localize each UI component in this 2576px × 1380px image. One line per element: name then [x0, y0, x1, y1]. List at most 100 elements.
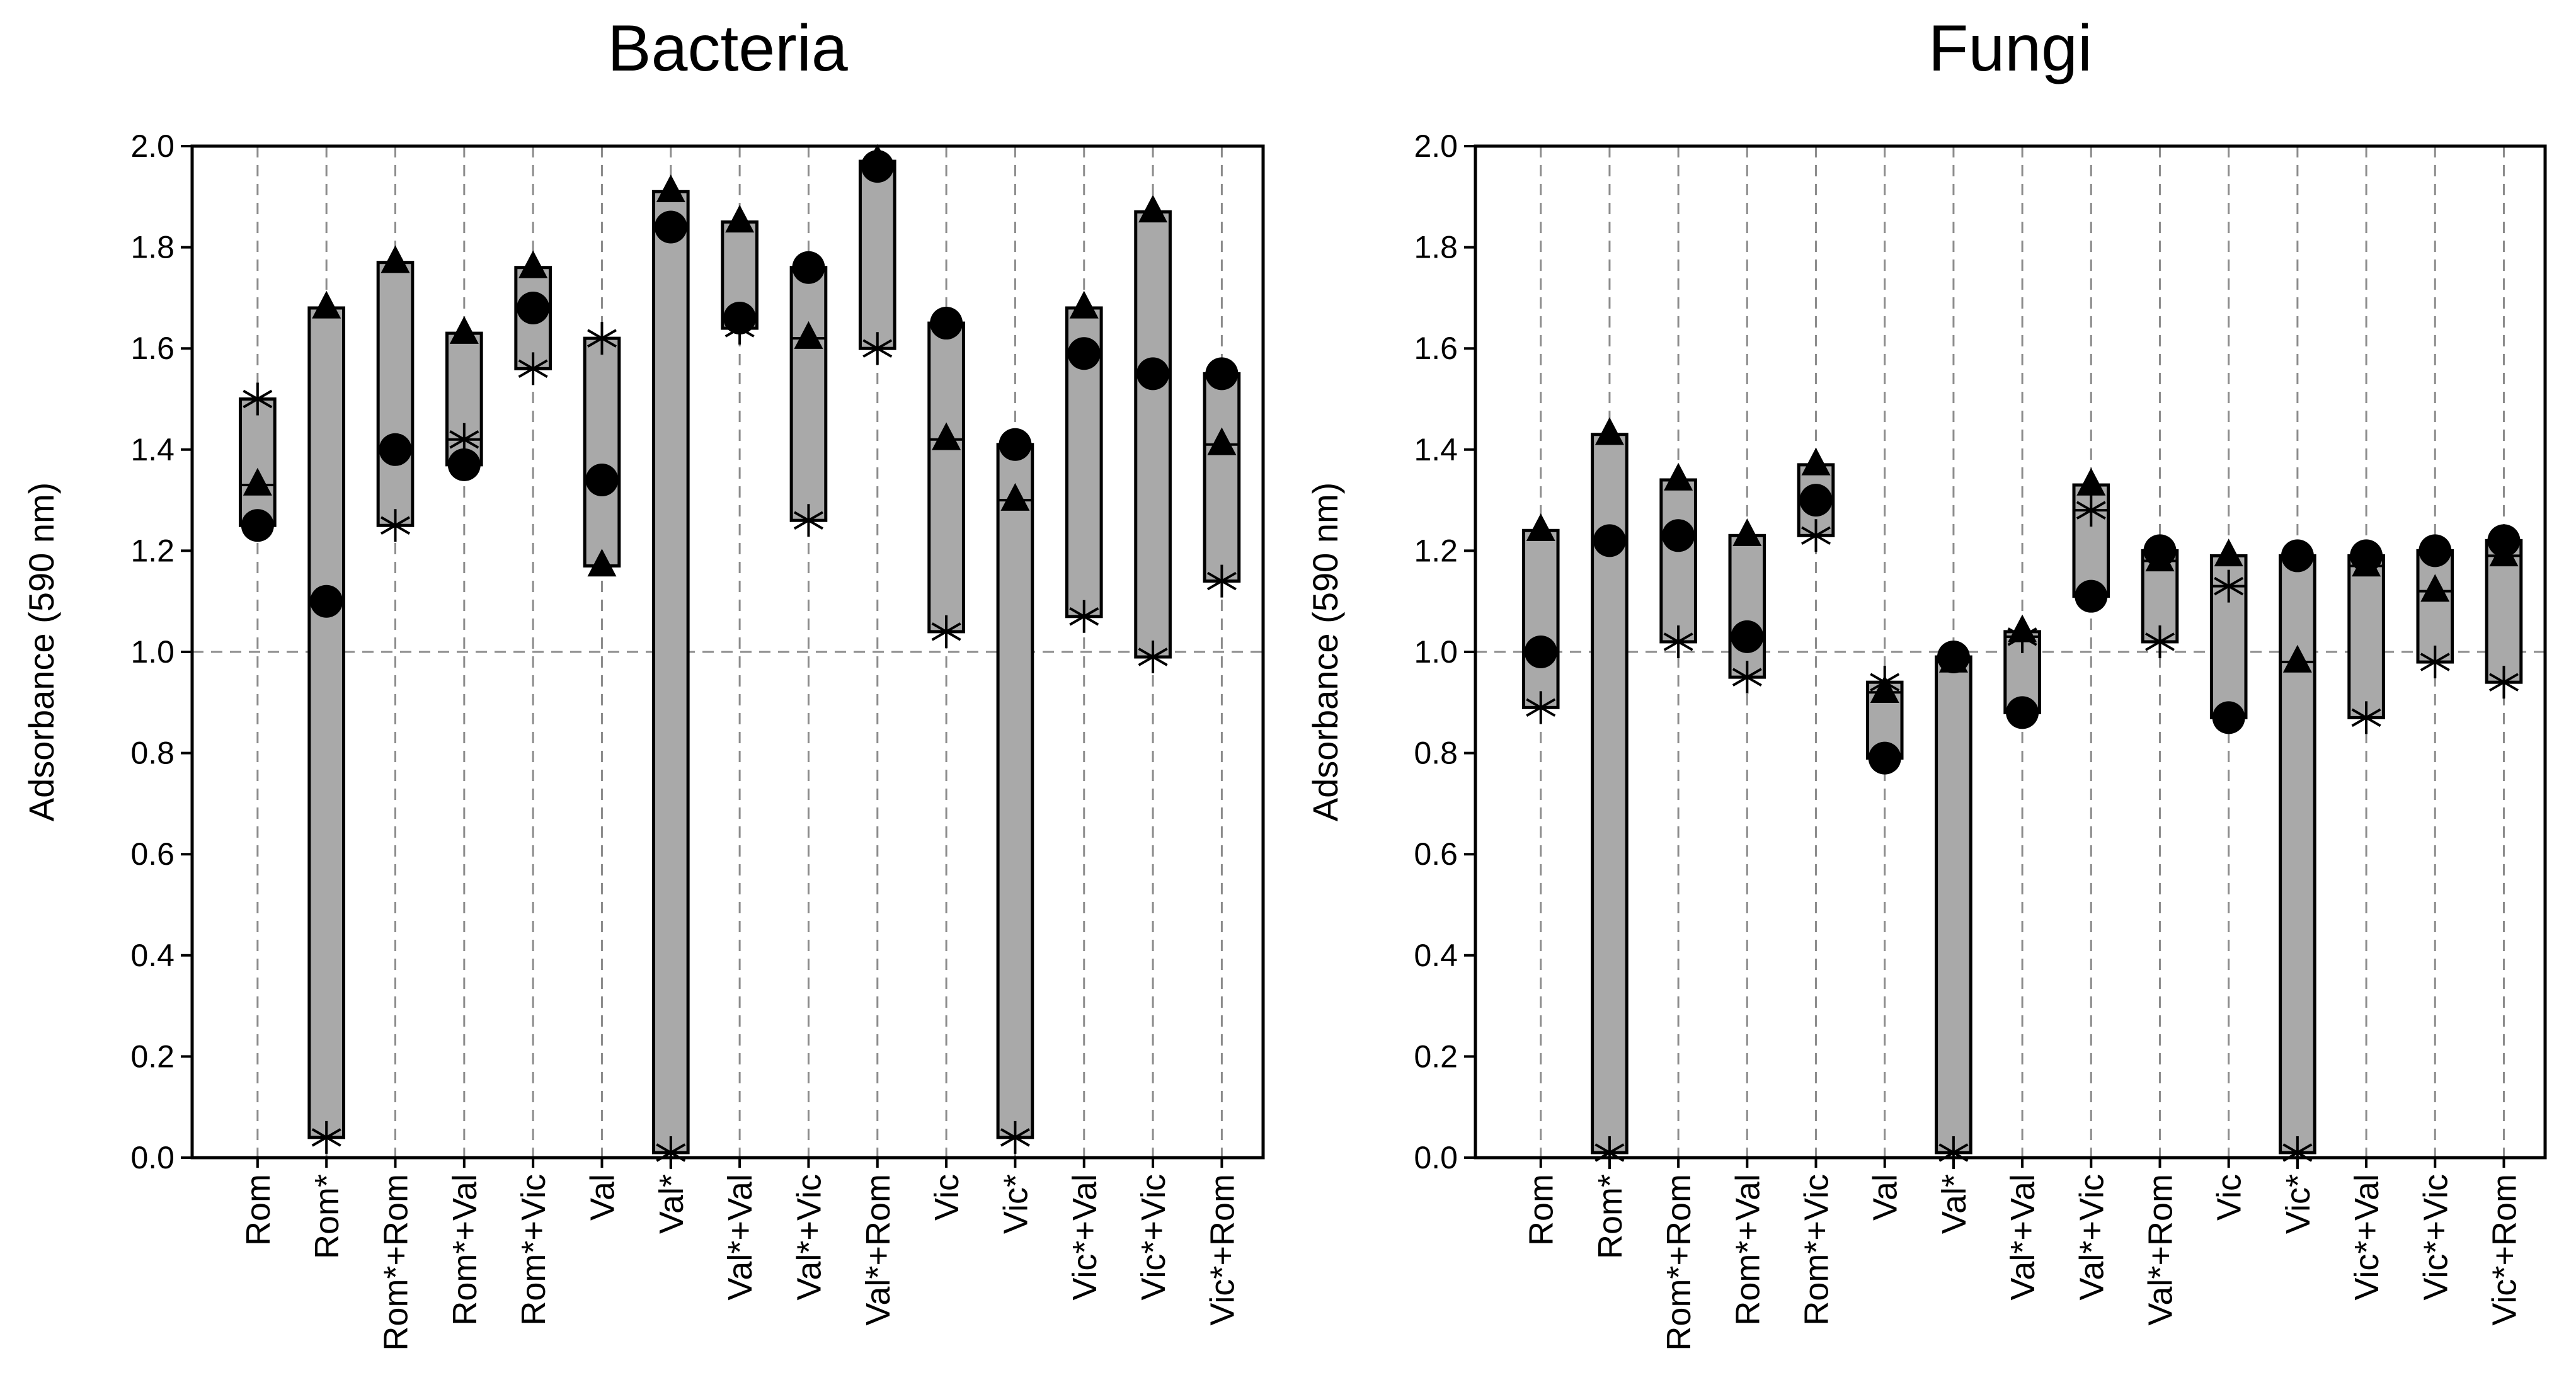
x-tick-label: Val*+Vic: [2073, 1174, 2110, 1301]
bacteria-panel: Bacteria Adsorbance (590 nm) 0.0 0.2 0.4 0.6 0…: [21, 12, 1265, 1351]
asterisk-stroke: [1526, 698, 1556, 717]
asterisk-marker: [2007, 620, 2037, 653]
asterisk-stroke: [1069, 607, 1099, 626]
asterisk-marker: [1870, 666, 1900, 699]
range-bar: [1134, 210, 1172, 659]
asterisk-stroke: [380, 516, 411, 535]
chart-title: Fungi: [1928, 12, 2092, 85]
circle-marker: [2419, 534, 2452, 567]
triangle-marker: [1801, 447, 1831, 476]
range-bar: [1203, 372, 1241, 583]
circle-marker: [1136, 357, 1170, 391]
asterisk-marker: [1069, 600, 1099, 633]
circle-marker: [654, 210, 687, 244]
triangle-marker: [862, 144, 892, 172]
y-tick-label: 1.2: [130, 533, 175, 568]
asterisk-marker: [2488, 666, 2519, 699]
circle-marker: [2075, 579, 2108, 613]
x-tick-label: Val*+Rom: [859, 1174, 897, 1326]
asterisk-marker: [931, 615, 961, 648]
asterisk-stroke: [311, 1128, 341, 1147]
y-tick-label: 1.8: [130, 230, 175, 265]
y-tick-label: 1.4: [1414, 432, 1458, 467]
x-tick-label: Val*+Vic: [790, 1174, 828, 1301]
range-bar: [1521, 528, 1560, 709]
asterisk-marker: [2214, 569, 2244, 603]
asterisk-marker: [1000, 1121, 1030, 1154]
asterisk-marker: [1663, 625, 1693, 658]
range-bar: [996, 443, 1034, 1139]
asterisk-marker: [2420, 646, 2450, 679]
range-bar: [583, 336, 621, 567]
triangle-marker: [2282, 644, 2312, 673]
y-tick-label: 1.6: [130, 331, 175, 366]
x-tick-label: Rom: [1523, 1174, 1560, 1246]
triangle-marker: [381, 245, 410, 273]
x-tick-label: Rom*+Rom: [1660, 1174, 1698, 1351]
circle-marker: [2006, 696, 2039, 729]
x-tick-label: Vic*+Val: [1066, 1174, 1104, 1301]
triangle-marker: [2214, 539, 2243, 567]
x-tick-label: Vic: [928, 1174, 966, 1221]
triangle-marker: [1207, 427, 1237, 455]
range-bar: [2416, 549, 2454, 664]
fungi-panel: Fungi Adsorbance (590 nm) 0.0 0.2 0.4 0.6 0.8 1…: [1305, 12, 2547, 1351]
asterisk-marker: [724, 312, 755, 345]
triangle-marker: [794, 321, 823, 349]
range-bar: [789, 266, 828, 522]
range-bar: [2347, 554, 2385, 719]
circle-marker: [1524, 636, 1557, 668]
asterisk-stroke: [2214, 576, 2244, 596]
x-tick-label: Val*: [1935, 1174, 1973, 1234]
asterisk-stroke: [1870, 673, 1900, 692]
asterisk-stroke: [1138, 647, 1168, 666]
asterisk-marker: [1206, 564, 1237, 598]
triangle-marker: [587, 549, 617, 577]
x-tick-label: Vic*+Rom: [2485, 1174, 2523, 1326]
triangle-marker: [2489, 539, 2519, 567]
y-axis-label: Adsorbance (590 nm): [21, 482, 61, 822]
circle-marker: [2212, 701, 2245, 734]
x-tick-label: Val*+Rom: [2142, 1174, 2180, 1326]
triangle-marker: [518, 250, 548, 278]
x-tick-label: Rom*+Vic: [515, 1174, 552, 1326]
circle-marker: [1799, 484, 1833, 517]
asterisk-marker: [243, 382, 273, 416]
circle-marker: [1593, 524, 1626, 557]
asterisk-marker: [1526, 691, 1556, 724]
y-axis-label: Adsorbance (590 nm): [1305, 482, 1345, 822]
asterisk-stroke: [2488, 673, 2519, 692]
circle-marker: [792, 251, 825, 284]
range-bar: [858, 159, 896, 350]
circle-marker: [1662, 519, 1695, 552]
plot-frame: [1474, 144, 2547, 1160]
x-tick-label: Vic*+Val: [2348, 1174, 2386, 1301]
range-bar: [307, 306, 346, 1139]
asterisk-stroke: [243, 389, 273, 409]
asterisk-stroke: [1801, 526, 1831, 545]
x-tick-label: Val: [1867, 1174, 1904, 1221]
asterisk-stroke: [2007, 627, 2037, 646]
asterisk-stroke: [931, 622, 961, 641]
triangle-marker: [1069, 290, 1099, 319]
y-tick-label: 0.2: [130, 1039, 175, 1074]
asterisk-stroke: [793, 511, 823, 530]
x-tick-label: Val*+Val: [2004, 1174, 2042, 1301]
asterisk-stroke: [518, 359, 548, 379]
asterisk-stroke: [2420, 653, 2450, 671]
triangle-marker: [1138, 195, 1168, 223]
y-tick-label: 1.8: [1414, 230, 1458, 265]
circle-marker: [2281, 539, 2314, 573]
asterisk-stroke: [2144, 632, 2175, 651]
circle-marker: [310, 585, 343, 618]
asterisk-marker: [2144, 625, 2175, 658]
x-tick-label: Vic*+Rom: [1203, 1174, 1241, 1326]
y-tick-label: 0.4: [130, 938, 175, 973]
circle-marker: [1067, 337, 1101, 370]
y-tick-label: 0.4: [1414, 938, 1458, 973]
x-tick-label: Rom*+Vic: [1798, 1174, 1836, 1326]
asterisk-marker: [1801, 519, 1831, 552]
y-tick-label: 1.0: [1414, 634, 1458, 670]
circle-marker: [1868, 741, 1901, 775]
